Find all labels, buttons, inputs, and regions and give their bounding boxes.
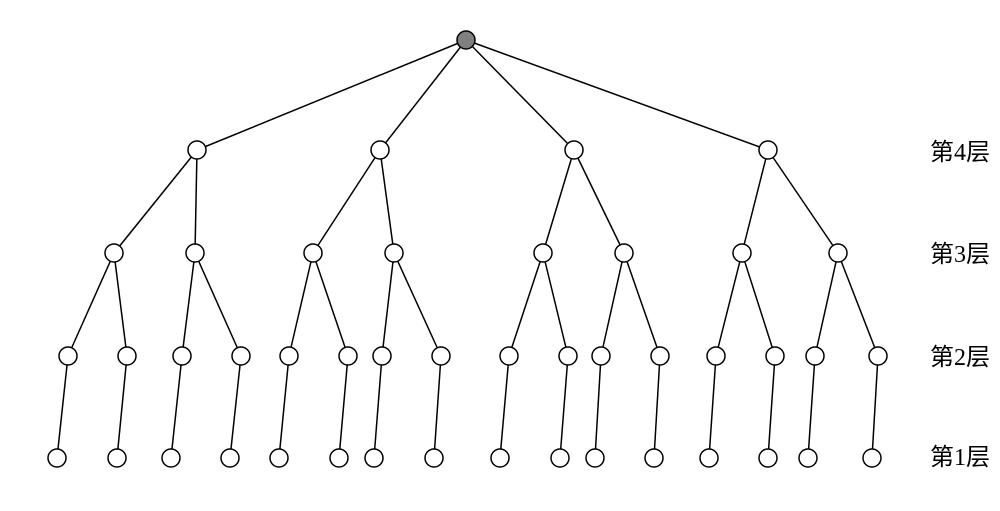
tree-diagram: 第4层第3层第2层第1层 (0, 0, 1000, 511)
tree-node (339, 347, 357, 365)
tree-edges (57, 40, 878, 458)
tree-edge (654, 356, 660, 458)
tree-edge (374, 356, 382, 458)
tree-edge (380, 40, 466, 150)
tree-node (280, 347, 298, 365)
tree-node (365, 449, 383, 467)
tree-edge (313, 150, 380, 253)
tree-edge (500, 356, 509, 458)
tree-node (759, 141, 777, 159)
tree-edge (574, 150, 624, 253)
tree-node (829, 244, 847, 262)
tree-edge (808, 356, 815, 458)
tree-node (188, 141, 206, 159)
tree-node (118, 347, 136, 365)
tree-node (371, 141, 389, 159)
tree-edge (509, 253, 543, 356)
tree-node (766, 347, 784, 365)
tree-edge (466, 40, 768, 150)
tree-node (270, 449, 288, 467)
tree-edge (197, 40, 466, 150)
tree-node (759, 449, 777, 467)
tree-edge (466, 40, 574, 150)
tree-nodes (48, 31, 887, 467)
tree-node (534, 244, 552, 262)
tree-edge (230, 356, 241, 458)
tree-edge (742, 253, 775, 356)
layer-label: 第4层 (930, 139, 990, 166)
tree-edge (709, 356, 716, 458)
tree-edge (57, 356, 68, 458)
tree-node (799, 449, 817, 467)
tree-edge (543, 150, 574, 253)
tree-edge (768, 356, 775, 458)
tree-node (869, 347, 887, 365)
tree-edge (394, 253, 441, 356)
tree-node (232, 347, 250, 365)
tree-edge (595, 356, 601, 458)
tree-edge (624, 253, 660, 356)
tree-edge (313, 253, 348, 356)
tree-node (162, 449, 180, 467)
layer-label: 第3层 (930, 241, 990, 268)
tree-root-node (457, 31, 475, 49)
tree-node (304, 244, 322, 262)
tree-node (565, 141, 583, 159)
tree-edge (114, 253, 127, 356)
tree-edge (279, 356, 289, 458)
tree-node (645, 449, 663, 467)
tree-node (432, 347, 450, 365)
tree-node (806, 347, 824, 365)
tree-node (221, 449, 239, 467)
tree-node (551, 449, 569, 467)
tree-node (500, 347, 518, 365)
tree-node (592, 347, 610, 365)
tree-node (108, 449, 126, 467)
tree-node (707, 347, 725, 365)
tree-node (651, 347, 669, 365)
tree-node (48, 449, 66, 467)
layer-label: 第1层 (930, 444, 990, 471)
tree-node (559, 347, 577, 365)
tree-edge (380, 150, 394, 253)
tree-node (330, 449, 348, 467)
tree-edge (195, 253, 241, 356)
tree-node (373, 347, 391, 365)
tree-node (425, 449, 443, 467)
tree-edge (289, 253, 313, 356)
tree-edge (768, 150, 838, 253)
tree-edge (182, 253, 195, 356)
tree-node (173, 347, 191, 365)
tree-node (59, 347, 77, 365)
tree-edge (872, 356, 878, 458)
tree-edge (339, 356, 348, 458)
tree-node (615, 244, 633, 262)
tree-node (491, 449, 509, 467)
tree-node (105, 244, 123, 262)
tree-node (863, 449, 881, 467)
tree-node (385, 244, 403, 262)
tree-edge (838, 253, 878, 356)
tree-edge (171, 356, 182, 458)
tree-edge (560, 356, 568, 458)
layer-label: 第2层 (930, 344, 990, 371)
tree-edge (117, 356, 127, 458)
tree-edge (114, 150, 197, 253)
tree-edge (815, 253, 838, 356)
layer-labels: 第4层第3层第2层第1层 (930, 139, 990, 471)
tree-edge (68, 253, 114, 356)
tree-edge (195, 150, 197, 253)
tree-edge (543, 253, 568, 356)
tree-node (733, 244, 751, 262)
tree-edge (716, 253, 742, 356)
tree-edge (434, 356, 441, 458)
tree-node (586, 449, 604, 467)
tree-edge (601, 253, 624, 356)
tree-edge (382, 253, 394, 356)
tree-edge (742, 150, 768, 253)
tree-node (186, 244, 204, 262)
tree-node (700, 449, 718, 467)
